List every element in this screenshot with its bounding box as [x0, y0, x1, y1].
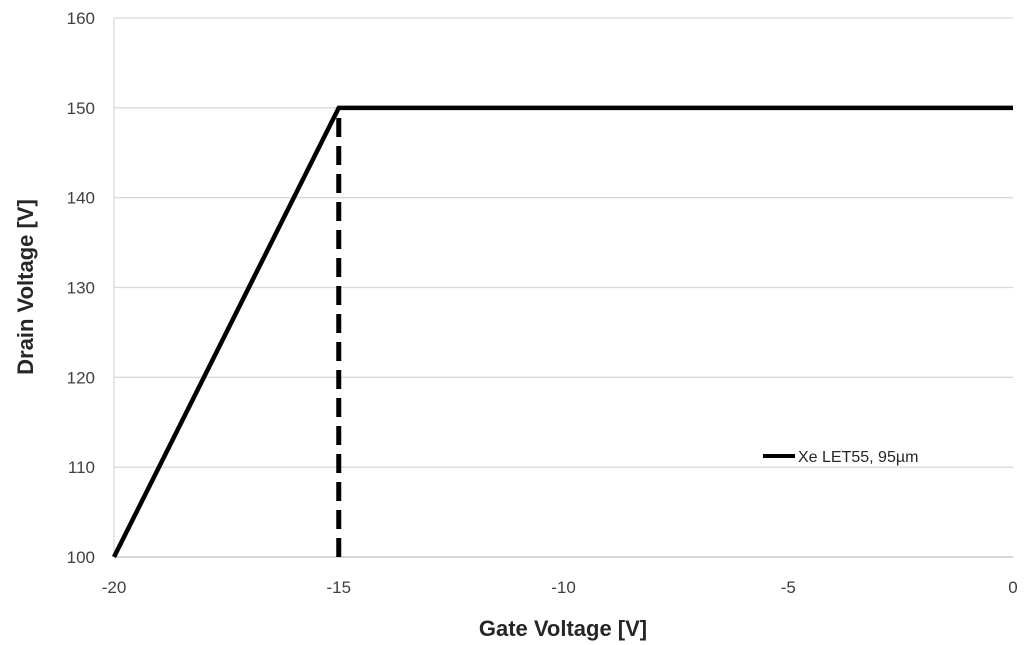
x-tick-label: -5: [781, 578, 796, 597]
x-tick-labels: -20 -15 -10 -5 0: [102, 578, 1018, 597]
y-axis-title: Drain Voltage [V]: [13, 199, 38, 375]
y-tick-label: 140: [67, 189, 95, 208]
y-tick-label: 100: [67, 548, 95, 567]
legend-label: Xe LET55, 95µm: [798, 449, 918, 466]
y-tick-label: 130: [67, 279, 95, 298]
y-tick-label: 120: [67, 368, 95, 387]
series-lines: [111, 105, 1013, 559]
series-line: [111, 105, 1013, 559]
x-tick-label: -20: [102, 578, 127, 597]
x-tick-label: -10: [551, 578, 576, 597]
y-tick-label: 160: [67, 9, 95, 28]
x-tick-label: -15: [326, 578, 351, 597]
y-tick-labels: 100 110 120 130 140 150 160: [67, 9, 95, 567]
y-tick-label: 150: [67, 99, 95, 118]
x-tick-label: 0: [1008, 578, 1017, 597]
x-axis-title: Gate Voltage [V]: [479, 616, 647, 641]
legend: Xe LET55, 95µm: [763, 449, 918, 466]
y-tick-label: 110: [68, 458, 95, 477]
